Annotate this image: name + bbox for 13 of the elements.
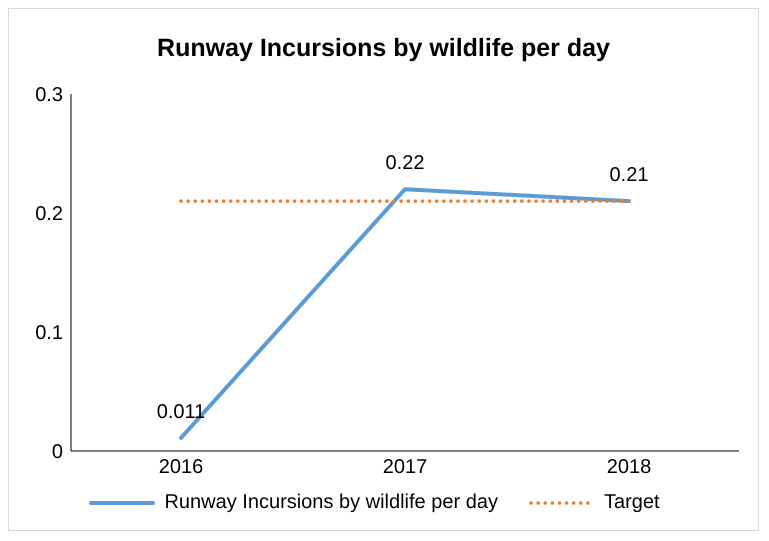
data-label: 0.011 [156, 400, 206, 423]
legend-label: Runway Incursions by wildlife per day [164, 491, 498, 514]
y-tick-label: 0.3 [35, 84, 63, 106]
y-tick-label: 0 [52, 441, 63, 464]
data-label: 0.21 [610, 164, 648, 186]
x-tick-label: 2017 [382, 456, 428, 478]
legend-label: Target [604, 491, 660, 514]
y-tick-label: 0.1 [35, 322, 63, 344]
chart-title: Runway Incursions by wildlife per day [156, 34, 611, 64]
y-tick-label: 0.2 [35, 203, 63, 226]
x-tick-label: 2016 [158, 456, 204, 478]
x-tick-label: 2018 [606, 456, 652, 478]
data-label: 0.22 [386, 152, 424, 174]
